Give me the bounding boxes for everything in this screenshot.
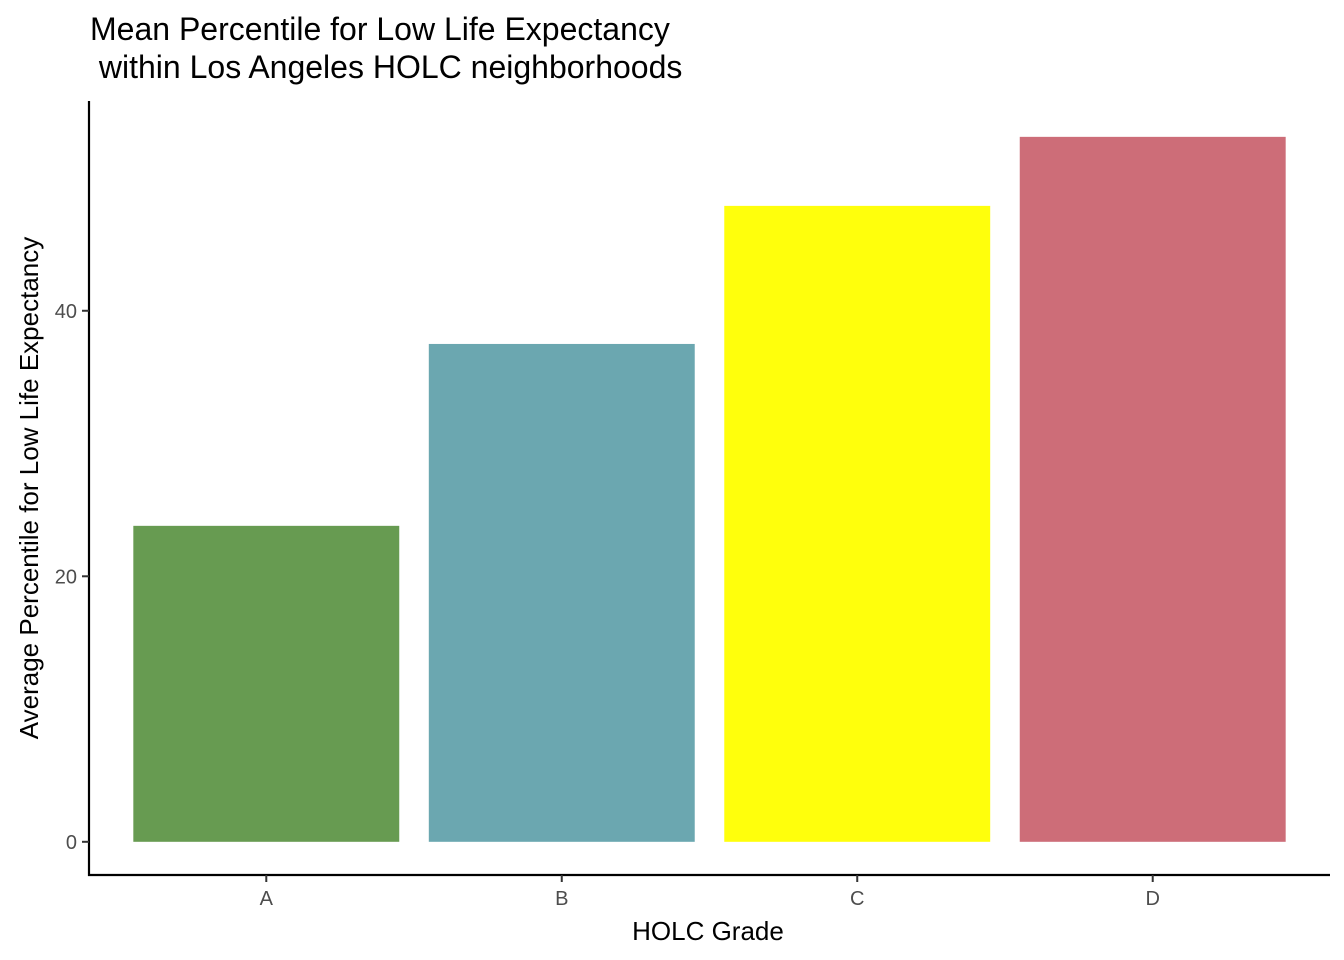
x-tick-label: A bbox=[260, 888, 274, 910]
y-tick-label: 20 bbox=[55, 566, 77, 588]
x-axis-title: HOLC Grade bbox=[632, 916, 784, 946]
x-tick-label: D bbox=[1145, 888, 1159, 910]
x-tick-label: C bbox=[850, 888, 864, 910]
bar-d bbox=[1019, 136, 1286, 842]
bars-layer bbox=[133, 136, 1286, 842]
y-axis-title: Average Percentile for Low Life Expectan… bbox=[14, 237, 44, 739]
y-axis-ticks: 0 20 40 bbox=[55, 301, 89, 854]
bar-c bbox=[724, 205, 991, 842]
y-tick-label: 40 bbox=[55, 301, 77, 323]
bar-a bbox=[133, 525, 400, 842]
bar-b bbox=[428, 343, 695, 842]
chart-title-line-1: Mean Percentile for Low Life Expectancy bbox=[90, 11, 670, 47]
x-axis-ticks: A B C D bbox=[260, 875, 1160, 910]
y-tick-label: 0 bbox=[66, 832, 77, 854]
x-tick-label: B bbox=[555, 888, 568, 910]
chart-title-line-2: within Los Angeles HOLC neighborhoods bbox=[90, 49, 682, 85]
